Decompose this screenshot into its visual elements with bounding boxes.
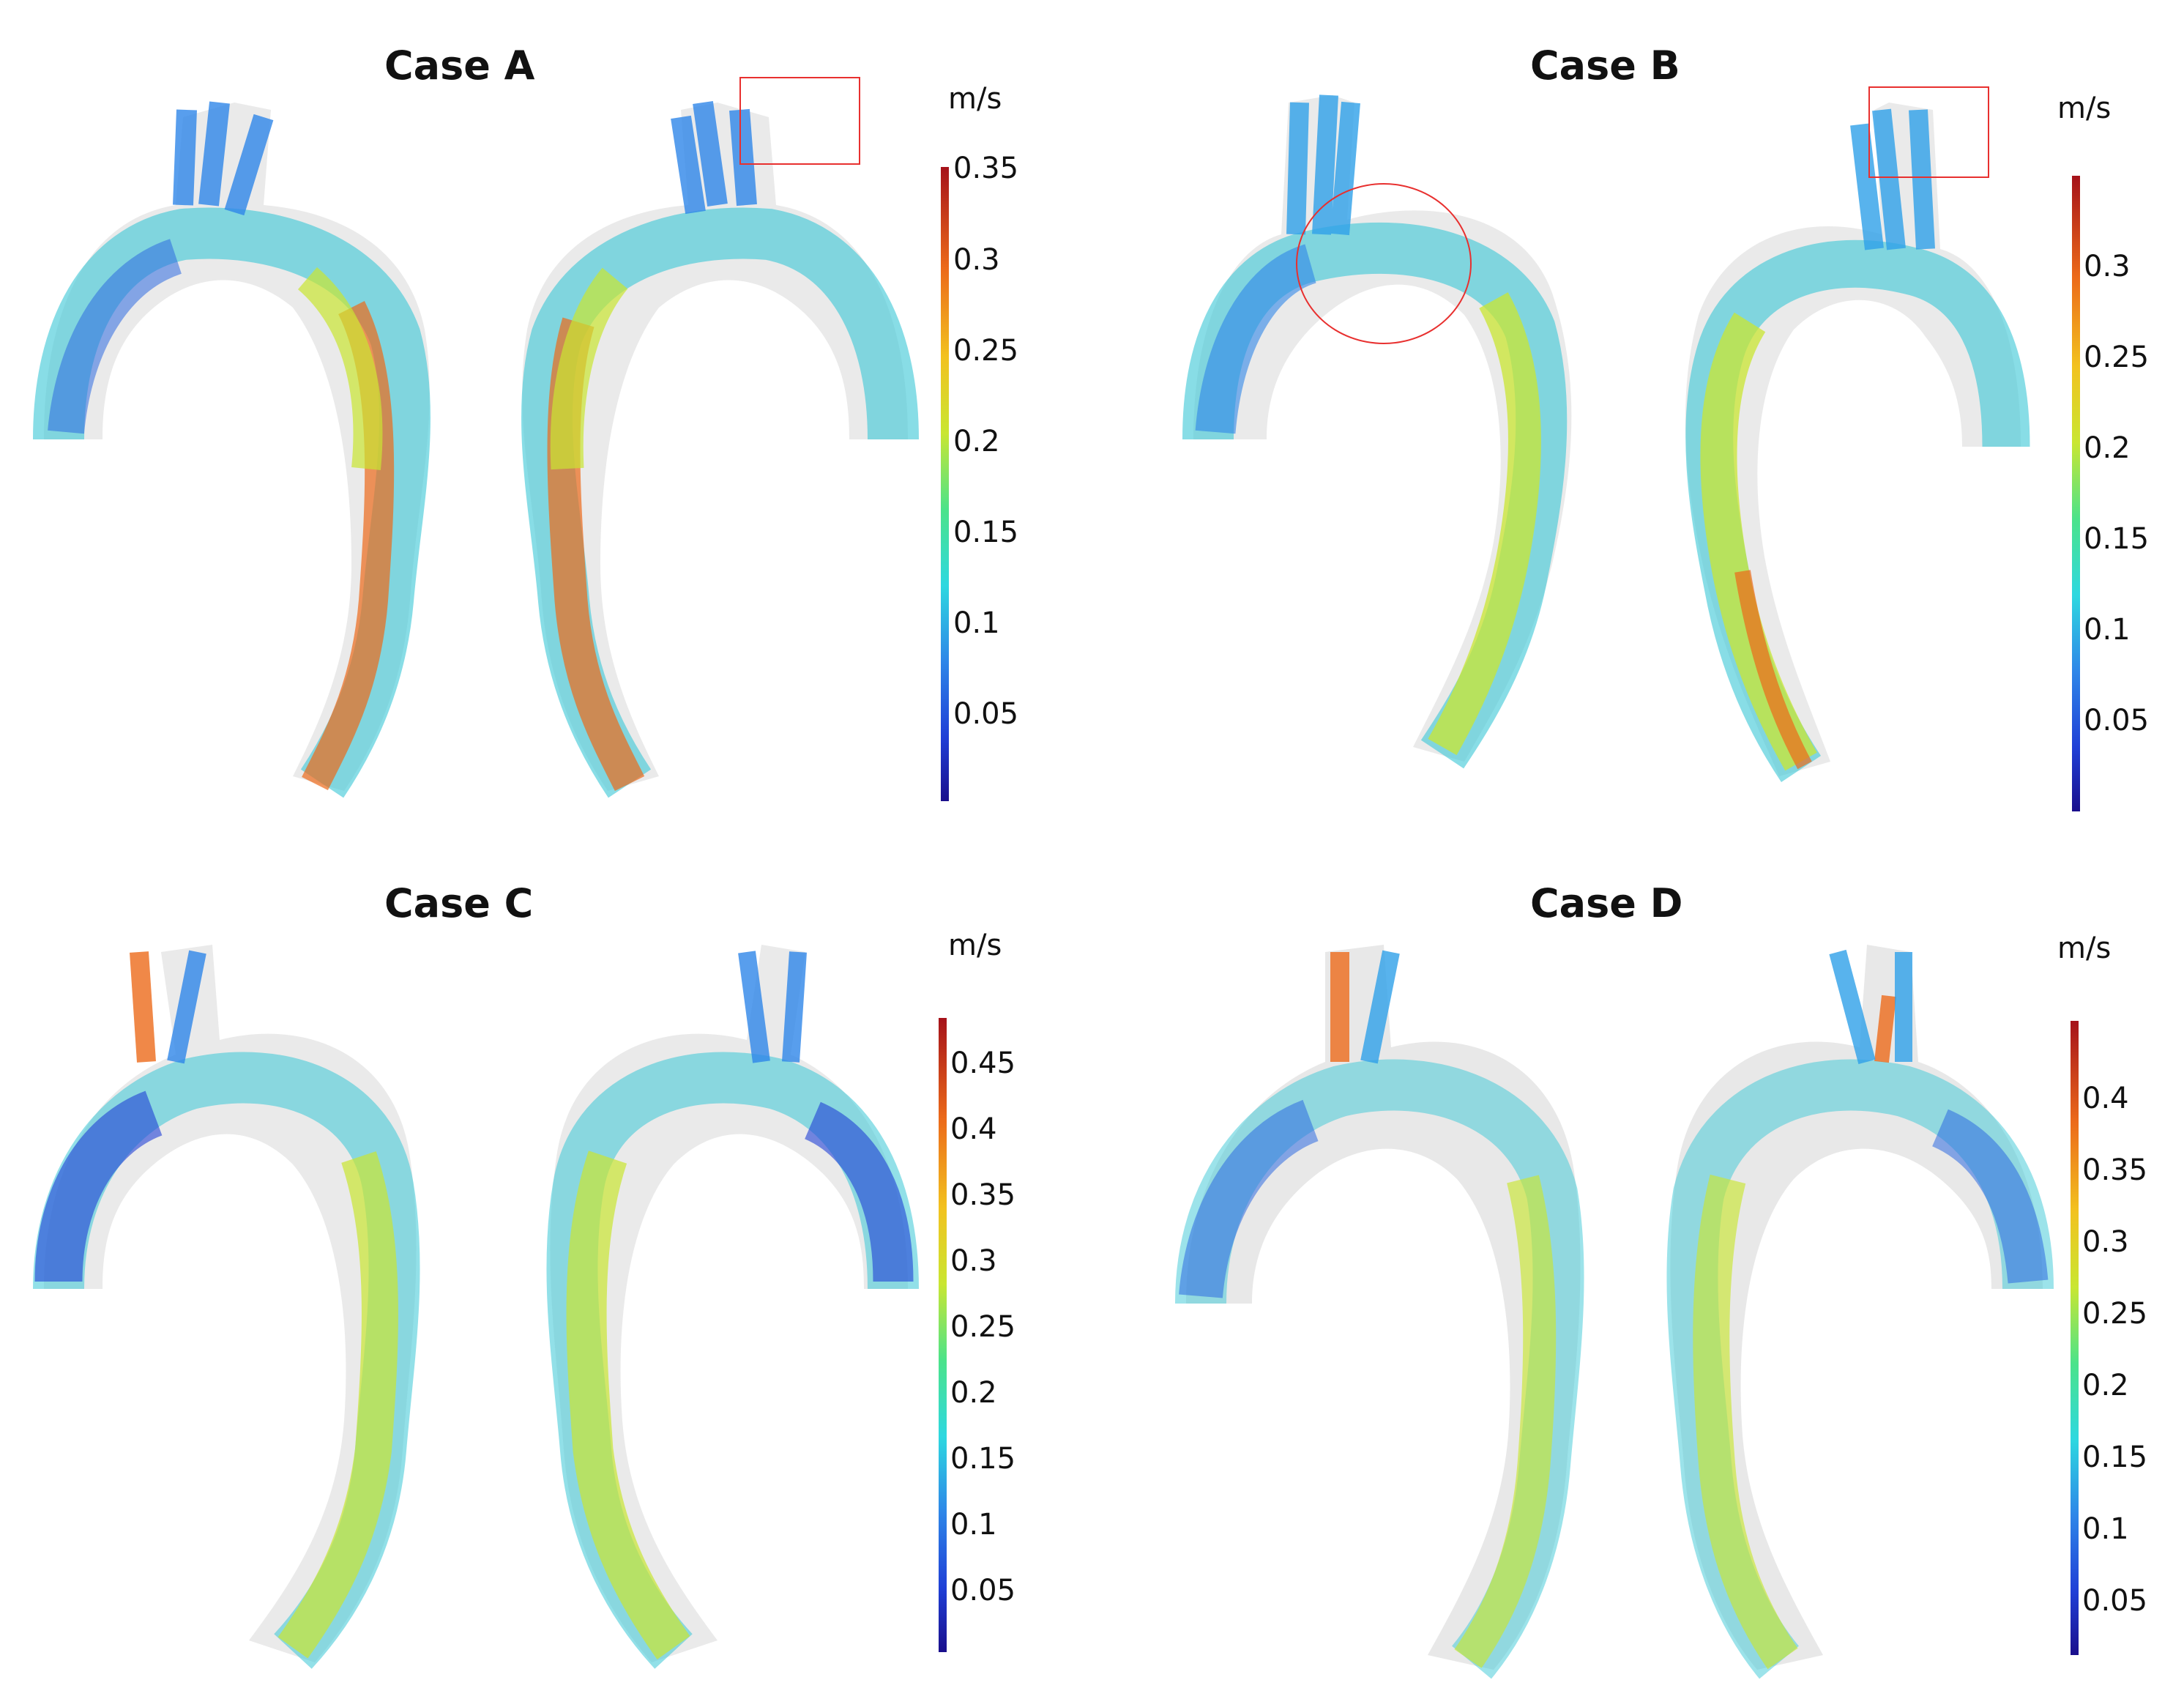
flow-streamlines-mid xyxy=(1428,292,1541,756)
colorbar-tick-label: 0.4 xyxy=(2082,1082,2129,1115)
case-a-right-view xyxy=(521,101,919,798)
colorbar-tick-label: 0.2 xyxy=(2084,431,2131,465)
flow-streamlines-mid xyxy=(1693,1174,1798,1670)
flow-streamlines-mid xyxy=(277,1151,398,1659)
case-b-highlight-circle xyxy=(1296,183,1472,344)
case-a-title: Case A xyxy=(384,42,535,89)
case-a-colorbar xyxy=(941,167,949,801)
colorbar-tick-label: 0.3 xyxy=(953,243,1000,277)
case-d-colorbar xyxy=(2071,1021,2079,1655)
colorbar-tick-label: 0.2 xyxy=(953,425,1000,458)
colorbar-tick-label: 0.45 xyxy=(950,1046,1016,1080)
case-b-left-view xyxy=(1182,94,1572,769)
branch-vessels xyxy=(671,101,757,215)
case-a-unit-label: m/s xyxy=(948,82,1002,116)
colorbar-tick-label: 0.35 xyxy=(953,152,1019,185)
colorbar-tick-label: 0.25 xyxy=(953,334,1019,368)
branch-vessels xyxy=(1850,108,1935,250)
flow-streamlines-mid xyxy=(550,267,628,470)
colorbar-tick-label: 0.1 xyxy=(950,1508,997,1542)
flow-streamlines-slow xyxy=(1931,1109,2049,1284)
branch-vessels xyxy=(167,950,206,1064)
branch-vessels xyxy=(1360,950,1400,1064)
colorbar-tick-label: 0.15 xyxy=(950,1442,1016,1476)
colorbar-tick-label: 0.4 xyxy=(950,1112,997,1146)
flow-streamlines-slow xyxy=(1179,1099,1319,1298)
colorbar-tick-label: 0.2 xyxy=(950,1376,997,1410)
case-c-colorbar xyxy=(939,1018,947,1652)
colorbar-tick-label: 0.05 xyxy=(953,697,1019,731)
colorbar-tick-label: 0.1 xyxy=(2084,613,2131,647)
colorbar-tick-label: 0.25 xyxy=(2084,341,2150,374)
colorbar-tick-label: 0.3 xyxy=(2082,1225,2129,1259)
flow-streamlines-slow xyxy=(804,1101,914,1282)
flow-streamlines-fast xyxy=(1734,570,1812,770)
flow-streamlines-slow xyxy=(48,239,182,434)
colorbar-tick-label: 0.05 xyxy=(950,1574,1016,1607)
case-b-unit-label: m/s xyxy=(2057,92,2112,125)
branch-vessel-fast xyxy=(1874,995,1896,1063)
colorbar-tick-label: 0.3 xyxy=(950,1244,997,1278)
colorbar-tick-label: 0.05 xyxy=(2082,1584,2148,1618)
case-c-right-view xyxy=(546,945,919,1669)
colorbar-tick-label: 0.15 xyxy=(953,516,1019,549)
branch-vessels xyxy=(173,101,274,216)
case-a-highlight-box xyxy=(739,77,860,165)
case-b-right-view xyxy=(1685,103,2030,783)
case-d-title: Case D xyxy=(1530,880,1683,926)
panel-case-b: Case B m/s 0.3 0.25 0.2 0.15 0.1 0.05 xyxy=(1091,0,2184,835)
branch-vessel-fast xyxy=(130,951,156,1063)
case-d-right-view xyxy=(1666,945,2054,1679)
colorbar-tick-label: 0.05 xyxy=(2084,704,2150,737)
colorbar-tick-label: 0.25 xyxy=(950,1310,1016,1344)
panel-case-c: Case C m/s 0.45 0.4 0.35 0.3 0.25 0.2 0.… xyxy=(0,842,1091,1687)
colorbar-tick-label: 0.2 xyxy=(2082,1369,2129,1402)
case-b-highlight-box xyxy=(1868,86,1989,178)
case-d-left-view xyxy=(1175,945,1584,1679)
panel-case-a: Case A m/s 0.35 0.3 0.25 0.2 0.15 0.1 0.… xyxy=(0,0,1091,835)
flow-streamlines-mid xyxy=(297,267,383,470)
flow-streamlines-mid xyxy=(566,1150,690,1659)
flow-streamlines-slow xyxy=(34,1090,163,1282)
colorbar-tick-label: 0.1 xyxy=(953,606,1000,640)
branch-vessels xyxy=(738,951,807,1063)
case-c-unit-label: m/s xyxy=(948,929,1002,962)
case-c-title: Case C xyxy=(384,880,534,926)
case-b-colorbar xyxy=(2072,176,2080,811)
colorbar-tick-label: 0.15 xyxy=(2082,1440,2148,1474)
colorbar-tick-label: 0.1 xyxy=(2082,1512,2129,1546)
colorbar-tick-label: 0.35 xyxy=(950,1178,1016,1212)
case-c-left-view xyxy=(33,945,420,1669)
panel-case-d: Case D m/s 0.4 0.35 0.3 0.25 0.2 0.15 0.… xyxy=(1091,842,2184,1687)
case-d-unit-label: m/s xyxy=(2057,932,2112,965)
colorbar-tick-label: 0.35 xyxy=(2082,1153,2148,1187)
branch-vessels xyxy=(1829,949,1912,1065)
flow-streamlines-mid xyxy=(1454,1175,1557,1668)
colorbar-tick-label: 0.15 xyxy=(2084,522,2150,556)
colorbar-tick-label: 0.3 xyxy=(2084,250,2131,283)
case-b-title: Case B xyxy=(1530,42,1680,89)
flow-streamlines-slow xyxy=(1195,244,1317,434)
case-a-left-view xyxy=(33,101,431,798)
colorbar-tick-label: 0.25 xyxy=(2082,1297,2148,1331)
